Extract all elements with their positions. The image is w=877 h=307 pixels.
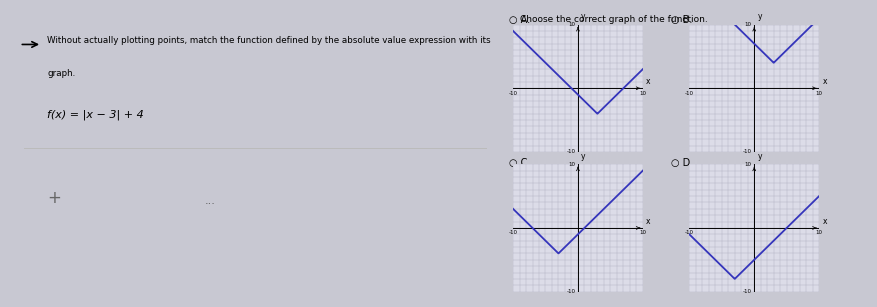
Text: y: y (581, 152, 586, 161)
Text: Without actually plotting points, match the function defined by the absolute val: Without actually plotting points, match … (47, 36, 490, 45)
Text: +: + (47, 189, 61, 207)
Text: 10: 10 (639, 91, 646, 96)
Text: 10: 10 (816, 231, 823, 235)
Text: -10: -10 (685, 91, 694, 96)
Text: ○ A.: ○ A. (509, 15, 530, 25)
Text: ○ B.: ○ B. (671, 15, 692, 25)
Text: -10: -10 (743, 150, 752, 154)
Text: -10: -10 (509, 91, 517, 96)
Text: 10: 10 (745, 162, 752, 167)
Text: -10: -10 (685, 231, 694, 235)
Text: ○ C.: ○ C. (509, 158, 530, 168)
Text: 10: 10 (745, 22, 752, 27)
Text: 10: 10 (568, 162, 575, 167)
Text: y: y (758, 152, 762, 161)
Text: 10: 10 (639, 231, 646, 235)
Text: ○ D.: ○ D. (671, 158, 693, 168)
Text: x: x (823, 217, 827, 226)
Text: graph.: graph. (47, 69, 75, 78)
Text: x: x (646, 217, 651, 226)
Text: f(x) = |x − 3| + 4: f(x) = |x − 3| + 4 (47, 110, 144, 120)
Text: 10: 10 (568, 22, 575, 27)
Text: -10: -10 (567, 150, 575, 154)
Text: y: y (581, 12, 586, 21)
Text: -10: -10 (509, 231, 517, 235)
Text: 10: 10 (816, 91, 823, 96)
Text: x: x (823, 77, 827, 86)
Text: -10: -10 (743, 289, 752, 294)
Text: Choose the correct graph of the function.: Choose the correct graph of the function… (520, 15, 708, 24)
Text: x: x (646, 77, 651, 86)
Text: -10: -10 (567, 289, 575, 294)
Text: y: y (758, 12, 762, 21)
